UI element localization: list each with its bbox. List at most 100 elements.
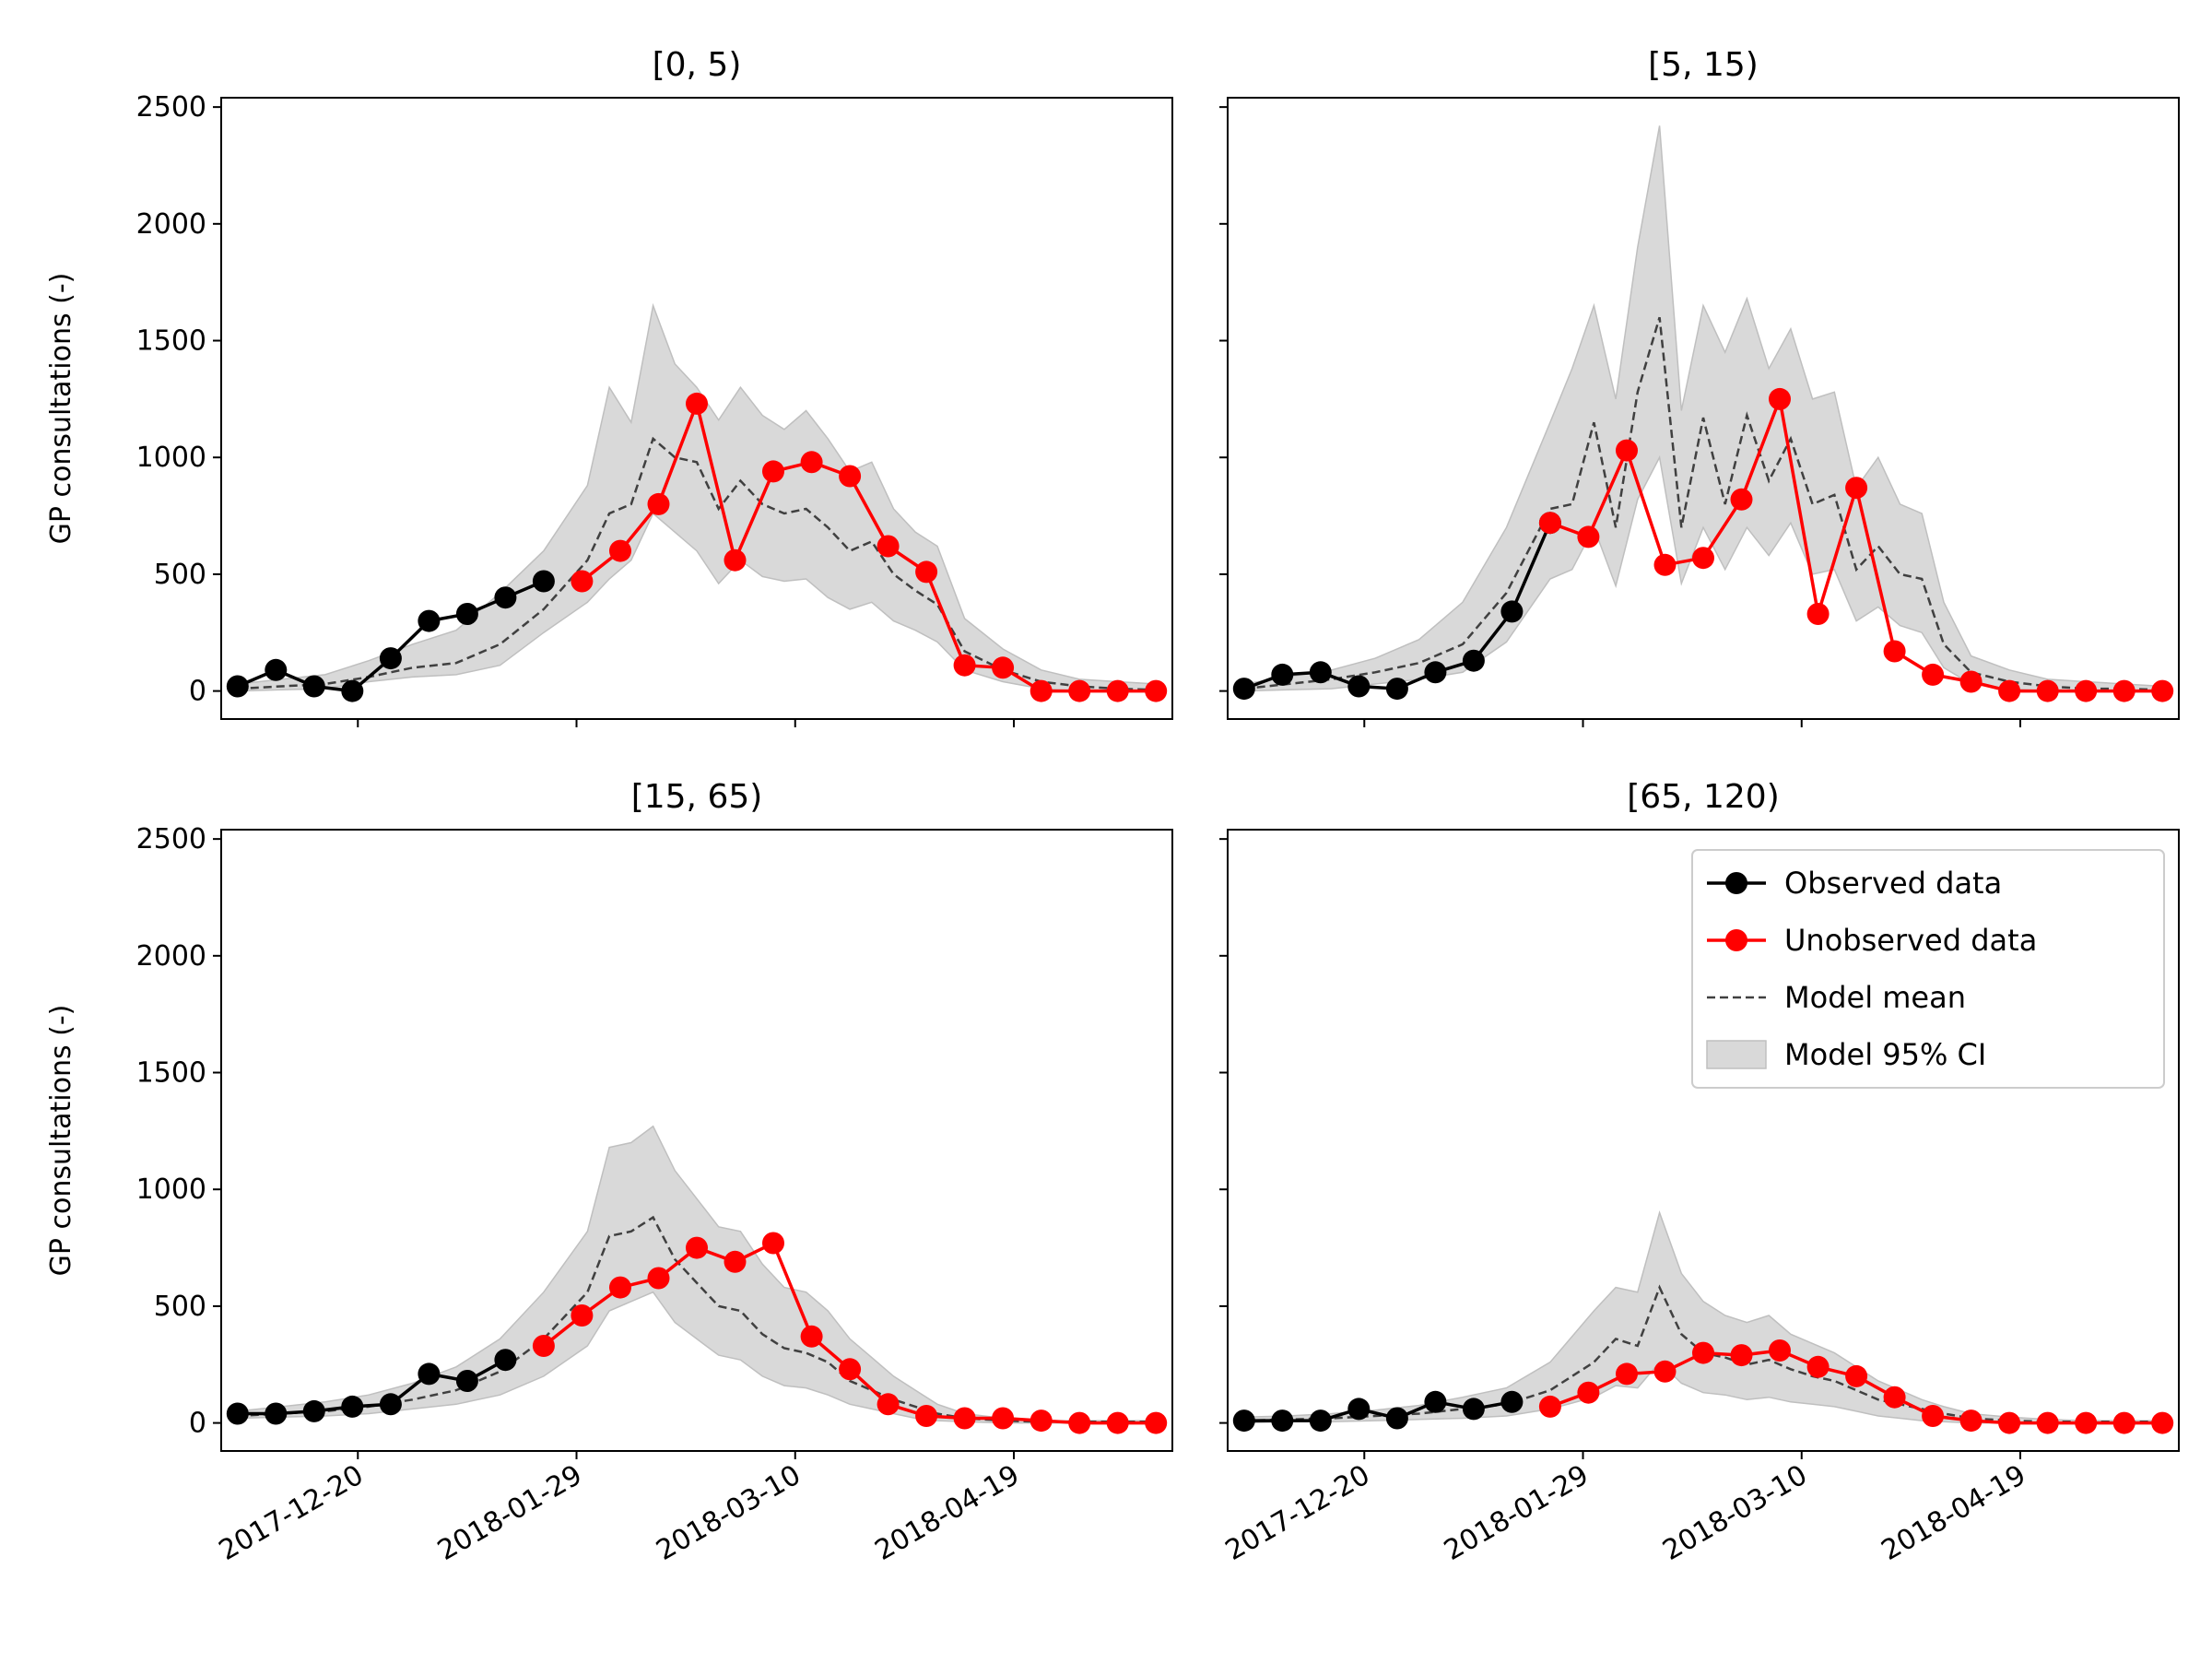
unobserved-line [581,398,1157,693]
unobserved-point [2151,1411,2174,1434]
unobserved-point [1730,1344,1753,1367]
unobserved-point [1883,1386,1906,1409]
unobserved-point [1145,679,1168,702]
y-tick-label: 1500 [136,325,206,358]
axes-frame [1227,97,2180,720]
unobserved-point [800,451,823,474]
ci-band [1243,1210,2163,1424]
unobserved-point [1068,1411,1091,1434]
x-tick-label: 2018-01-29 [432,1459,587,1567]
unobserved-point [686,1236,708,1259]
unobserved-point [1106,1411,1129,1434]
axes-frame [1227,829,2180,1452]
unobserved-point [839,1358,862,1381]
unobserved-point [2075,1411,2098,1434]
panel-title: [15, 65) [631,778,763,816]
panel-title: [0, 5) [653,46,742,84]
unobserved-point [1845,1364,1868,1387]
unobserved-point [1769,387,1791,410]
unobserved-point [953,654,976,677]
legend-ci-label: Model 95% CI [1784,1037,1986,1072]
observed-point [265,658,288,681]
unobserved-point [1883,640,1906,663]
y-tick-label: 2000 [136,208,206,241]
legend-box [1691,849,2165,1089]
unobserved-point [839,465,862,488]
x-tick-label: 2018-03-10 [651,1459,806,1567]
observed-point [1309,1409,1332,1433]
unobserved-point [2112,1411,2136,1434]
unobserved-point [724,1250,747,1273]
unobserved-point [609,1276,631,1299]
unobserved-point [915,560,938,584]
observed-point [494,1349,517,1372]
unobserved-point [877,1393,900,1416]
legend-ci-swatch [1706,1040,1767,1069]
observed-point [302,675,325,698]
observed-point [1309,661,1332,684]
unobserved-point [953,1407,976,1430]
observed-point [455,603,478,625]
unobserved-point [2036,1411,2059,1434]
x-tick-label: 2017-12-20 [1220,1459,1375,1567]
legend: Observed data Unobserved data Model mean Mo… [1691,849,2165,1089]
observed-point [1385,1407,1408,1430]
y-tick-label: 0 [189,1408,206,1440]
legend-unobserved-label: Unobserved data [1784,923,2037,958]
observed-point [1347,1398,1371,1421]
unobserved-point [1692,1341,1714,1364]
x-tick-label: 2018-04-19 [1877,1459,2031,1567]
unobserved-point [2075,679,2098,702]
unobserved-point [2036,679,2059,702]
observed-point [379,1393,402,1416]
observed-point [1424,661,1447,684]
observed-point [1462,1398,1485,1421]
observed-point [1271,663,1294,686]
observed-point [1232,1409,1255,1433]
unobserved-point [1730,488,1753,511]
unobserved-point [532,1335,555,1357]
unobserved-point [1922,663,1945,686]
unobserved-point [1806,603,1830,625]
observed-point [455,1370,478,1392]
panel-3: 0 500 1000 1500 2000 2500 2017-12-20 2018-01-29… [45,778,1173,1567]
unobserved-point [1998,679,2021,702]
observed-point [1232,678,1255,701]
axes-frame [220,829,1173,1452]
unobserved-point [1806,1355,1830,1378]
unobserved-point [1653,553,1677,576]
unobserved-point [647,492,670,515]
unobserved-point [877,535,900,558]
unobserved-point [1538,1395,1561,1418]
model-mean-line [237,436,1157,691]
plot-area [237,302,1157,693]
observed-point [341,679,364,702]
unobserved-point [1959,1409,1983,1433]
unobserved-point [1577,525,1600,548]
unobserved-point [1922,1405,1945,1427]
plot-area [1243,125,2163,693]
observed-point [302,1399,325,1422]
unobserved-point [1538,512,1561,535]
x-tick-label: 2017-12-20 [214,1459,369,1567]
legend-observed-marker [1725,872,1747,894]
observed-point [1462,649,1485,672]
observed-point [418,1362,441,1386]
observed-point [226,675,249,698]
y-tick-label: 1000 [136,442,206,474]
y-tick-label: 2000 [136,940,206,973]
legend-observed-label: Observed data [1784,866,2002,901]
x-tick-label: 2018-03-10 [1657,1459,1812,1567]
ci-band [237,1125,1157,1424]
unobserved-point [1068,679,1091,702]
model-mean-line [1243,316,2163,691]
unobserved-point [1106,679,1129,702]
observed-point [1385,678,1408,701]
y-tick-label: 1500 [136,1057,206,1090]
panel-1: 0 500 1000 1500 2000 2500 [0, 5) GP consultatio… [45,46,1173,727]
panel-4: 2017-12-20 2018-01-29 2018-03-10 2018-04-19… [1219,778,2180,1567]
unobserved-point [571,1304,594,1327]
unobserved-point [609,539,631,562]
unobserved-point [762,1232,784,1255]
